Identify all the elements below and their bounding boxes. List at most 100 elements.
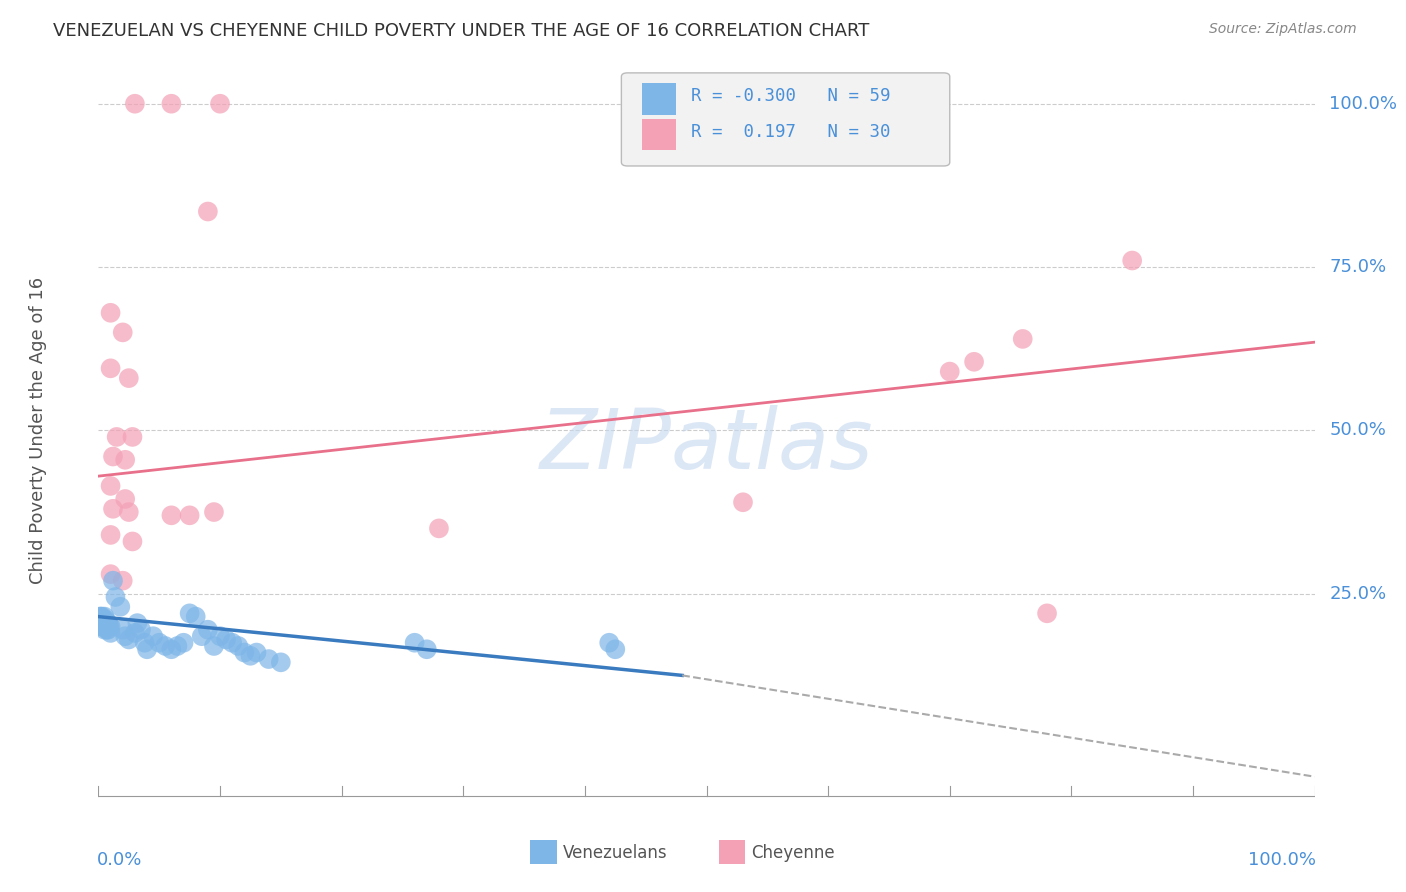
Point (179, 607, 201, 621)
Point (605, 642, 627, 657)
Point (91, 609, 114, 624)
Point (100, 479, 122, 493)
Point (90, 616, 112, 631)
Point (155, 639, 177, 653)
Point (110, 599, 132, 614)
Point (100, 567, 122, 582)
Point (226, 639, 249, 653)
Text: 50.0%: 50.0% (1329, 421, 1386, 440)
Point (100, 528, 122, 542)
Point (209, 629, 232, 643)
Point (160, 642, 183, 657)
Point (202, 639, 225, 653)
Point (90, 609, 112, 624)
FancyBboxPatch shape (643, 83, 676, 114)
Point (136, 642, 159, 657)
Point (202, 505, 225, 519)
FancyBboxPatch shape (718, 840, 745, 863)
Point (191, 629, 214, 643)
Point (101, 574, 124, 588)
Point (221, 636, 243, 650)
Text: R =  0.197   N = 30: R = 0.197 N = 30 (690, 122, 890, 141)
Point (100, 626, 122, 640)
Point (233, 646, 256, 660)
Point (89, 616, 111, 631)
Point (111, 574, 134, 588)
FancyBboxPatch shape (643, 119, 676, 151)
Point (197, 623, 219, 637)
Point (98, 619, 121, 633)
FancyBboxPatch shape (530, 840, 557, 863)
Text: 100.0%: 100.0% (1329, 95, 1398, 112)
Point (215, 632, 238, 647)
Point (97, 616, 120, 631)
Point (184, 609, 207, 624)
Point (963, 355, 986, 369)
Point (96, 616, 118, 631)
Point (104, 590, 127, 604)
Text: Cheyenne: Cheyenne (752, 844, 835, 862)
Point (121, 430, 143, 444)
Point (90, 619, 112, 633)
Point (91, 613, 114, 627)
Point (118, 505, 141, 519)
Point (114, 629, 136, 643)
Point (118, 632, 141, 647)
Point (87, 613, 110, 627)
Point (111, 326, 134, 340)
Point (101, 501, 124, 516)
Point (598, 636, 620, 650)
Text: 100.0%: 100.0% (1249, 851, 1316, 869)
Point (148, 636, 170, 650)
Point (111, 623, 134, 637)
Point (1036, 607, 1059, 621)
Point (257, 652, 280, 666)
Point (91, 619, 114, 633)
Point (173, 636, 195, 650)
Point (91, 619, 114, 633)
Point (89, 609, 111, 624)
Point (129, 623, 152, 637)
Text: Child Poverty Under the Age of 16: Child Poverty Under the Age of 16 (28, 277, 46, 584)
Text: 25.0%: 25.0% (1329, 585, 1386, 603)
Point (197, 204, 219, 219)
Point (100, 306, 122, 320)
Point (166, 639, 188, 653)
Point (179, 508, 201, 523)
Point (118, 371, 141, 385)
Point (939, 365, 962, 379)
Point (142, 629, 165, 643)
Point (100, 361, 122, 376)
Point (731, 495, 754, 509)
Point (245, 646, 267, 660)
Text: ZIPatlas: ZIPatlas (540, 405, 873, 486)
Point (96, 623, 118, 637)
Point (93, 623, 115, 637)
Point (121, 534, 143, 549)
Text: VENEZUELAN VS CHEYENNE CHILD POVERTY UNDER THE AGE OF 16 CORRELATION CHART: VENEZUELAN VS CHEYENNE CHILD POVERTY UND… (53, 22, 870, 40)
Point (427, 521, 450, 535)
Text: 75.0%: 75.0% (1329, 258, 1386, 276)
Text: 0.0%: 0.0% (97, 851, 142, 869)
Point (134, 636, 156, 650)
Point (114, 452, 136, 467)
FancyBboxPatch shape (621, 73, 950, 166)
Point (94, 619, 117, 633)
Point (97, 623, 120, 637)
Point (404, 636, 426, 650)
Point (93, 609, 115, 624)
Point (416, 642, 439, 657)
Point (93, 616, 115, 631)
Point (100, 619, 122, 633)
Point (160, 508, 183, 523)
Point (127, 616, 149, 631)
Point (160, 96, 183, 111)
Point (124, 626, 146, 640)
Point (239, 648, 262, 663)
Point (114, 491, 136, 506)
Point (91, 613, 114, 627)
Point (124, 96, 146, 111)
Text: Source: ZipAtlas.com: Source: ZipAtlas.com (1209, 22, 1357, 37)
Point (1011, 332, 1033, 346)
Point (94, 613, 117, 627)
